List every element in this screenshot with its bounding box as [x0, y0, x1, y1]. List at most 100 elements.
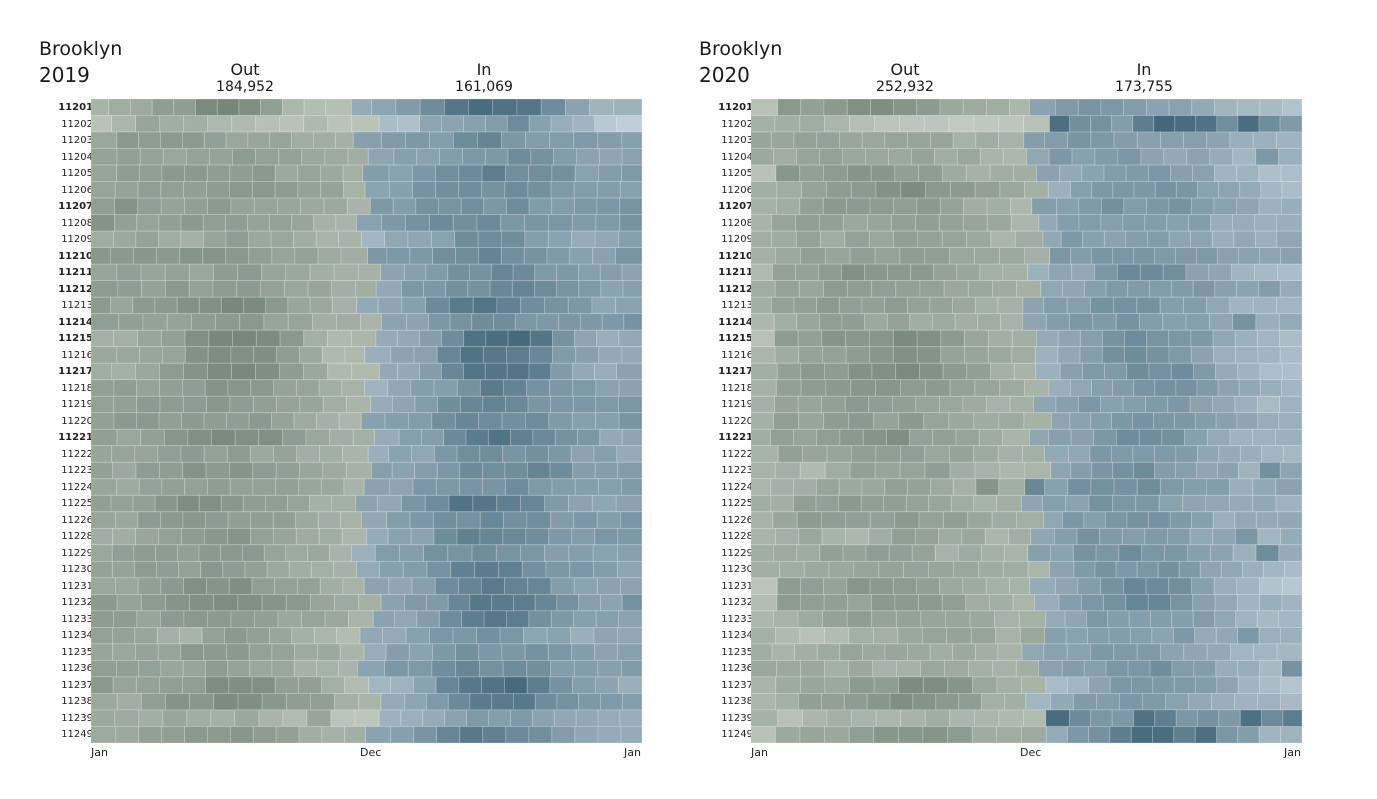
heatmap-cell-in: [1257, 412, 1280, 430]
heatmap-cell-in: [1173, 676, 1196, 694]
heatmap-cell-in: [567, 494, 593, 513]
heatmap-cell-in: [1078, 197, 1102, 215]
heatmap-cell-in: [526, 379, 551, 397]
heatmap-cell-in: [1049, 544, 1074, 562]
heatmap-cell-in: [1229, 428, 1254, 447]
heatmap-cell-in: [601, 313, 625, 331]
heatmap-cell-in: [577, 428, 601, 447]
heatmap-cell-in: [525, 527, 550, 546]
heatmap-cell-in: [513, 693, 536, 711]
heatmap-cell-in: [573, 197, 598, 215]
heatmap-cell-in: [1259, 577, 1283, 595]
heatmap-cell-in: [1217, 379, 1240, 397]
heatmap-cell-out: [971, 726, 998, 743]
heatmap-cell-in: [456, 511, 481, 529]
heatmap-cell-in: [468, 99, 494, 116]
heatmap-cell-in: [378, 709, 402, 727]
heatmap-cell-in: [1175, 445, 1198, 463]
heatmap-cell-in: [388, 445, 412, 463]
heatmap-cell-out: [352, 428, 375, 447]
heatmap-cell-out: [91, 131, 118, 149]
heatmap-cell-in: [616, 115, 642, 133]
heatmap-cell-out: [329, 428, 354, 447]
heatmap-cell-out: [872, 660, 897, 678]
heatmap-cell-out: [221, 296, 244, 315]
heatmap-cell-out: [996, 676, 1023, 694]
heatmap-cell-in: [547, 445, 572, 463]
heatmap-cell-out: [227, 511, 252, 529]
heatmap-cell-out: [207, 362, 233, 381]
heatmap-cell-in: [550, 577, 575, 595]
heatmap-cell-in: [1170, 362, 1194, 381]
zip-row-label: 11211: [718, 267, 753, 279]
heatmap-cell-in: [510, 428, 534, 447]
heatmap-cell-out: [884, 131, 909, 149]
heatmap-cell-out: [995, 494, 1022, 513]
heatmap-cell-out: [988, 329, 1013, 348]
heatmap-cell-in: [1045, 610, 1066, 628]
heatmap-cell-in: [617, 461, 642, 480]
heatmap-cell-in: [1197, 709, 1220, 727]
heatmap-cell-out: [207, 478, 231, 496]
heatmap-cell-in: [478, 412, 503, 430]
heatmap-cell-out: [277, 197, 302, 215]
heatmap-cell-out: [899, 461, 926, 480]
heatmap-cell-out: [279, 329, 305, 348]
heatmap-cell-out: [842, 148, 866, 166]
heatmap-cell-in: [363, 577, 390, 595]
heatmap-cell-in: [572, 461, 596, 480]
heatmap-cell-out: [824, 362, 849, 381]
heatmap-cell-out: [798, 412, 825, 430]
heatmap-cell-out: [261, 263, 287, 282]
heatmap-cell-in: [453, 131, 478, 149]
heatmap-cell-in: [363, 478, 391, 496]
heatmap-cell-in: [1194, 726, 1217, 743]
heatmap-cell-in: [1081, 362, 1105, 381]
heatmap-cell-in: [1147, 164, 1171, 182]
heatmap-cell-out: [253, 197, 278, 215]
heatmap-cell-in: [458, 478, 483, 496]
heatmap-cell-out: [213, 263, 239, 282]
heatmap-cell-in: [458, 676, 483, 694]
heatmap-cell-out: [847, 362, 873, 381]
heatmap-cell-out: [224, 627, 248, 645]
heatmap-cell-out: [252, 164, 276, 182]
heatmap-cell-in: [528, 197, 553, 215]
heatmap-cell-out: [797, 395, 823, 414]
heatmap-cell-in: [571, 643, 595, 661]
heatmap-cell-out: [274, 164, 299, 182]
heatmap-cell-out: [158, 230, 182, 249]
heatmap-cell-out: [821, 511, 847, 529]
heatmap-cell-out: [114, 709, 140, 727]
heatmap-cell-in: [1259, 676, 1282, 694]
heatmap-cell-out: [751, 148, 775, 166]
heatmap-cell-out: [228, 676, 253, 694]
heatmap-cell-in: [1023, 131, 1045, 149]
heatmap-cell-out: [979, 148, 1004, 166]
zip-row-label: 11201: [58, 102, 93, 113]
heatmap-cell-out: [907, 131, 931, 149]
heatmap-cell-out: [181, 379, 206, 397]
heatmap-cell-out: [252, 478, 277, 496]
heatmap-cell-in: [1229, 296, 1254, 315]
heatmap-cell-out: [183, 577, 207, 595]
heatmap-cell-in: [1077, 577, 1102, 595]
heatmap-cell-out: [204, 379, 229, 397]
heatmap-cell-in: [1259, 247, 1281, 265]
heatmap-cell-out: [769, 428, 794, 447]
heatmap-cell-in: [1281, 362, 1302, 381]
heatmap-cell-out: [990, 230, 1016, 249]
zip-row-label: 11231: [61, 580, 93, 592]
heatmap-cell-in: [1055, 197, 1080, 215]
heatmap-cell-in: [1133, 379, 1156, 397]
heatmap-cell-in: [520, 494, 545, 513]
zip-row-label: 11220: [61, 415, 93, 427]
heatmap-cell-in: [459, 461, 483, 480]
heatmap-cell-out: [321, 726, 346, 743]
heatmap-cell-out: [203, 412, 227, 430]
heatmap-cell-out: [956, 263, 981, 282]
heatmap-cell-out: [340, 247, 369, 265]
heatmap-cell-in: [423, 544, 449, 562]
heatmap-cell-in: [529, 329, 553, 348]
heatmap-cell-out: [344, 726, 367, 743]
